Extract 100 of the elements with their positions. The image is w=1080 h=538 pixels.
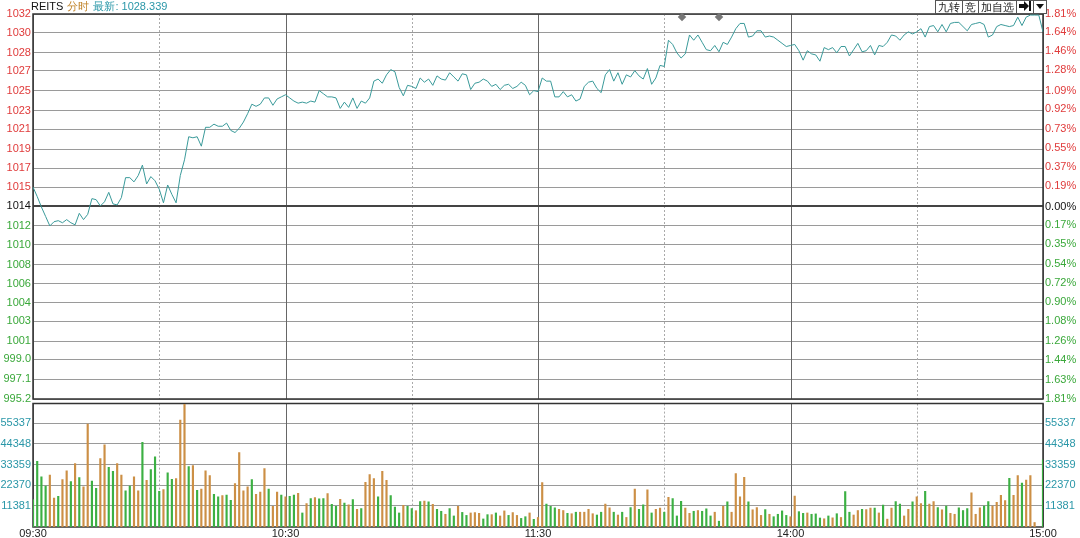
bar	[928, 503, 931, 527]
y-tick-label: 33359	[0, 457, 31, 470]
bar	[187, 466, 190, 527]
bar	[831, 517, 834, 527]
bar	[574, 511, 577, 527]
bar	[61, 479, 64, 527]
bar	[229, 499, 232, 527]
bar	[600, 511, 603, 527]
y-tick-label: 11381	[1, 498, 31, 511]
bar	[1025, 479, 1028, 527]
bar	[347, 504, 350, 527]
text: 九转	[935, 0, 963, 14]
bar	[36, 460, 39, 527]
y2-tick-label: 1.09%	[1045, 83, 1077, 96]
bar	[141, 441, 144, 527]
bar	[978, 507, 981, 527]
bar	[557, 508, 561, 527]
bar	[856, 510, 859, 527]
bar	[814, 513, 817, 527]
bar	[726, 501, 729, 527]
bar	[633, 488, 636, 527]
bar	[924, 490, 927, 527]
y2-tick-label: 1.81%	[1045, 392, 1077, 405]
bar	[806, 512, 809, 527]
bar	[389, 495, 392, 527]
bar	[587, 508, 590, 527]
bar	[987, 501, 990, 527]
bar	[334, 505, 338, 527]
bar	[217, 496, 220, 527]
bar	[351, 499, 354, 527]
bar	[233, 483, 237, 527]
bar	[183, 404, 186, 527]
bar	[562, 510, 565, 527]
bar	[330, 504, 333, 527]
bar	[688, 513, 691, 527]
bar	[532, 519, 535, 527]
bar	[381, 470, 384, 527]
bar	[961, 510, 965, 527]
bar	[781, 510, 784, 527]
y-tick-label: 997.1	[3, 372, 31, 385]
bar	[553, 507, 556, 527]
bar	[877, 512, 880, 527]
bar	[785, 515, 788, 527]
bar	[583, 511, 586, 527]
bar	[1033, 522, 1036, 527]
bar	[355, 508, 359, 527]
y-tick-label: 1028	[6, 45, 31, 58]
bar	[132, 476, 136, 527]
bar	[419, 501, 422, 527]
bar	[520, 518, 523, 527]
bar	[663, 511, 666, 527]
bar	[759, 515, 763, 527]
y-tick-label: 22370	[0, 478, 31, 491]
bar	[776, 513, 779, 527]
bar	[797, 511, 800, 527]
bar	[40, 476, 43, 527]
bar	[107, 466, 110, 527]
bar	[772, 516, 775, 527]
bar	[882, 504, 885, 527]
bar	[339, 498, 342, 527]
bar	[1020, 482, 1024, 527]
bar	[684, 507, 687, 527]
bar	[398, 512, 401, 527]
bar	[894, 501, 897, 527]
bar	[907, 508, 910, 527]
bar	[717, 520, 721, 527]
bar	[166, 472, 169, 527]
y2-tick-label: 0.19%	[1045, 179, 1077, 192]
bar	[680, 501, 683, 527]
text: 最新: 1028.339	[93, 0, 168, 12]
y-tick-label: 44348	[0, 437, 31, 450]
bar	[90, 480, 93, 527]
y-tick-label: 1025	[6, 83, 31, 96]
bar	[364, 481, 367, 527]
bar	[238, 452, 241, 527]
bar	[410, 508, 413, 527]
bar	[276, 491, 279, 527]
y-tick-label: 1027	[6, 63, 31, 76]
bar	[297, 492, 300, 527]
bar	[145, 479, 148, 527]
bar	[865, 509, 868, 527]
y-tick-label: 1021	[6, 122, 31, 135]
bar	[212, 493, 216, 527]
bar	[671, 498, 674, 527]
bar	[204, 470, 207, 527]
bar	[873, 507, 876, 527]
bar	[503, 510, 506, 527]
bar	[591, 513, 594, 527]
bar	[860, 508, 864, 527]
bar	[802, 513, 805, 527]
x-tick-label: 10:30	[271, 526, 300, 538]
y-tick-label: 1001	[6, 334, 31, 347]
bar	[701, 510, 704, 527]
bar	[309, 498, 312, 527]
bar	[448, 508, 451, 527]
y-tick-label: 1023	[6, 103, 31, 116]
bar	[221, 495, 224, 527]
bar	[890, 507, 893, 527]
bar	[604, 503, 607, 527]
y2-tick-label: 0.90%	[1045, 295, 1077, 308]
